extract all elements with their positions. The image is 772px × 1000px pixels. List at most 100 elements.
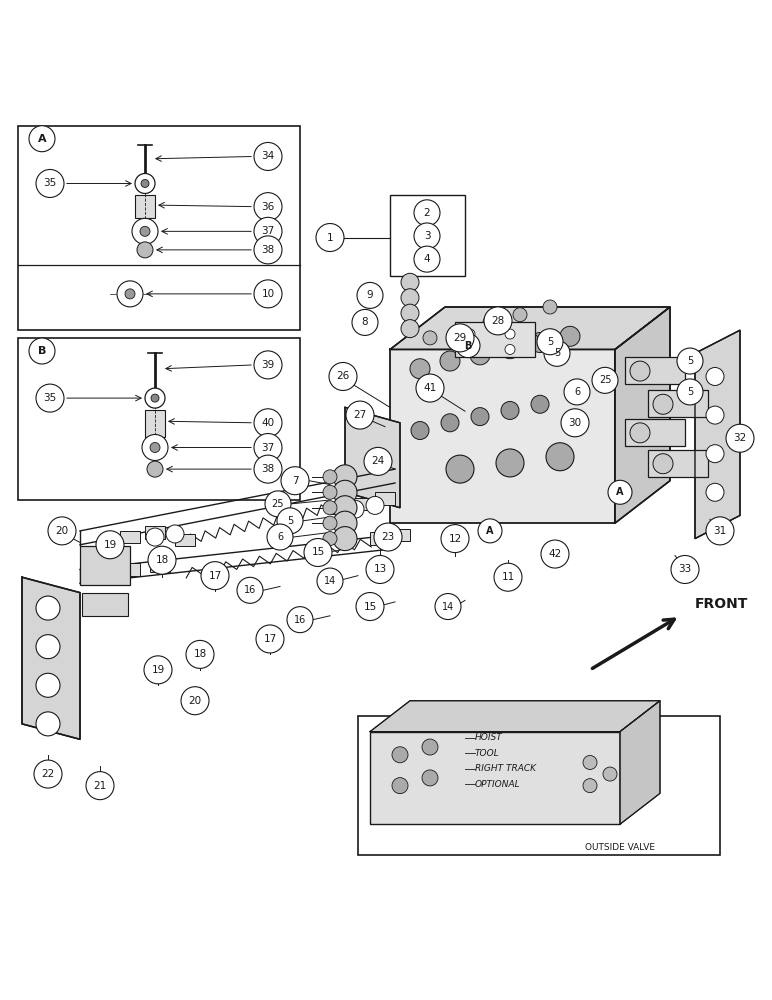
Circle shape xyxy=(592,367,618,393)
Text: 40: 40 xyxy=(262,418,275,428)
Circle shape xyxy=(304,538,332,566)
Text: 30: 30 xyxy=(568,418,581,428)
Circle shape xyxy=(142,435,168,461)
Bar xyxy=(18,126,300,330)
Circle shape xyxy=(254,193,282,221)
Circle shape xyxy=(726,424,754,452)
Circle shape xyxy=(137,242,153,258)
Circle shape xyxy=(505,329,515,339)
Circle shape xyxy=(706,517,734,545)
Circle shape xyxy=(237,577,263,603)
Bar xyxy=(358,716,720,855)
Circle shape xyxy=(401,289,419,307)
Circle shape xyxy=(150,443,160,453)
Circle shape xyxy=(29,126,55,152)
Text: 18: 18 xyxy=(155,555,168,565)
Circle shape xyxy=(254,455,282,483)
Text: 25: 25 xyxy=(272,499,284,509)
Circle shape xyxy=(500,339,520,359)
Circle shape xyxy=(653,454,673,474)
Polygon shape xyxy=(695,330,740,539)
Text: 27: 27 xyxy=(354,410,367,420)
Bar xyxy=(145,410,165,437)
Circle shape xyxy=(323,470,337,484)
Text: 26: 26 xyxy=(337,371,350,381)
Circle shape xyxy=(561,409,589,437)
Text: 37: 37 xyxy=(262,226,275,236)
Text: 25: 25 xyxy=(599,375,611,385)
Text: 15: 15 xyxy=(311,547,324,557)
Bar xyxy=(18,338,300,500)
Circle shape xyxy=(254,280,282,308)
Text: 14: 14 xyxy=(442,602,454,612)
Text: 23: 23 xyxy=(381,532,394,542)
Text: 33: 33 xyxy=(679,564,692,574)
Text: B: B xyxy=(464,341,472,351)
Circle shape xyxy=(140,226,150,236)
Text: 13: 13 xyxy=(374,564,387,574)
Circle shape xyxy=(186,640,214,668)
Circle shape xyxy=(484,307,512,335)
Text: FRONT: FRONT xyxy=(695,597,748,611)
Text: TOOL: TOOL xyxy=(475,749,499,758)
Circle shape xyxy=(401,320,419,338)
Circle shape xyxy=(583,779,597,793)
Text: 5: 5 xyxy=(287,516,293,526)
Circle shape xyxy=(496,449,524,477)
Bar xyxy=(120,563,140,576)
Circle shape xyxy=(147,461,163,477)
Text: 3: 3 xyxy=(424,231,430,241)
Text: 36: 36 xyxy=(262,202,275,212)
Circle shape xyxy=(86,772,114,800)
Text: RIGHT TRACK: RIGHT TRACK xyxy=(475,764,536,773)
Text: 19: 19 xyxy=(103,540,117,550)
Circle shape xyxy=(446,455,474,483)
Circle shape xyxy=(254,142,282,170)
Circle shape xyxy=(256,625,284,653)
Circle shape xyxy=(333,465,357,489)
Circle shape xyxy=(440,351,460,371)
Circle shape xyxy=(416,374,444,402)
Circle shape xyxy=(543,300,557,314)
Circle shape xyxy=(366,496,384,514)
Circle shape xyxy=(333,480,357,504)
Text: 4: 4 xyxy=(424,254,430,264)
Circle shape xyxy=(471,408,489,426)
Circle shape xyxy=(414,200,440,226)
Circle shape xyxy=(560,326,580,346)
Text: 39: 39 xyxy=(262,360,275,370)
Polygon shape xyxy=(390,307,670,349)
Circle shape xyxy=(544,340,570,366)
Circle shape xyxy=(410,359,430,379)
Circle shape xyxy=(531,395,549,413)
Circle shape xyxy=(706,406,724,424)
Text: A: A xyxy=(486,526,494,536)
Text: 38: 38 xyxy=(262,245,275,255)
Text: 41: 41 xyxy=(423,383,437,393)
Bar xyxy=(625,357,685,384)
Circle shape xyxy=(505,344,515,354)
Circle shape xyxy=(323,501,337,515)
Text: 31: 31 xyxy=(713,526,726,536)
Circle shape xyxy=(630,423,650,443)
Text: 20: 20 xyxy=(188,696,201,706)
Polygon shape xyxy=(370,701,660,732)
Bar xyxy=(648,390,708,417)
Circle shape xyxy=(287,607,313,633)
Bar xyxy=(648,450,708,477)
Circle shape xyxy=(435,594,461,620)
Polygon shape xyxy=(22,577,80,739)
Text: 15: 15 xyxy=(364,602,377,612)
Text: 35: 35 xyxy=(43,393,56,403)
Bar xyxy=(330,502,350,514)
Circle shape xyxy=(537,329,563,355)
Circle shape xyxy=(483,315,497,329)
Circle shape xyxy=(608,480,632,504)
Text: 20: 20 xyxy=(56,526,69,536)
Circle shape xyxy=(125,289,135,299)
Circle shape xyxy=(329,362,357,390)
Bar xyxy=(80,546,130,585)
Circle shape xyxy=(36,169,64,197)
Bar xyxy=(625,419,685,446)
Circle shape xyxy=(366,555,394,583)
